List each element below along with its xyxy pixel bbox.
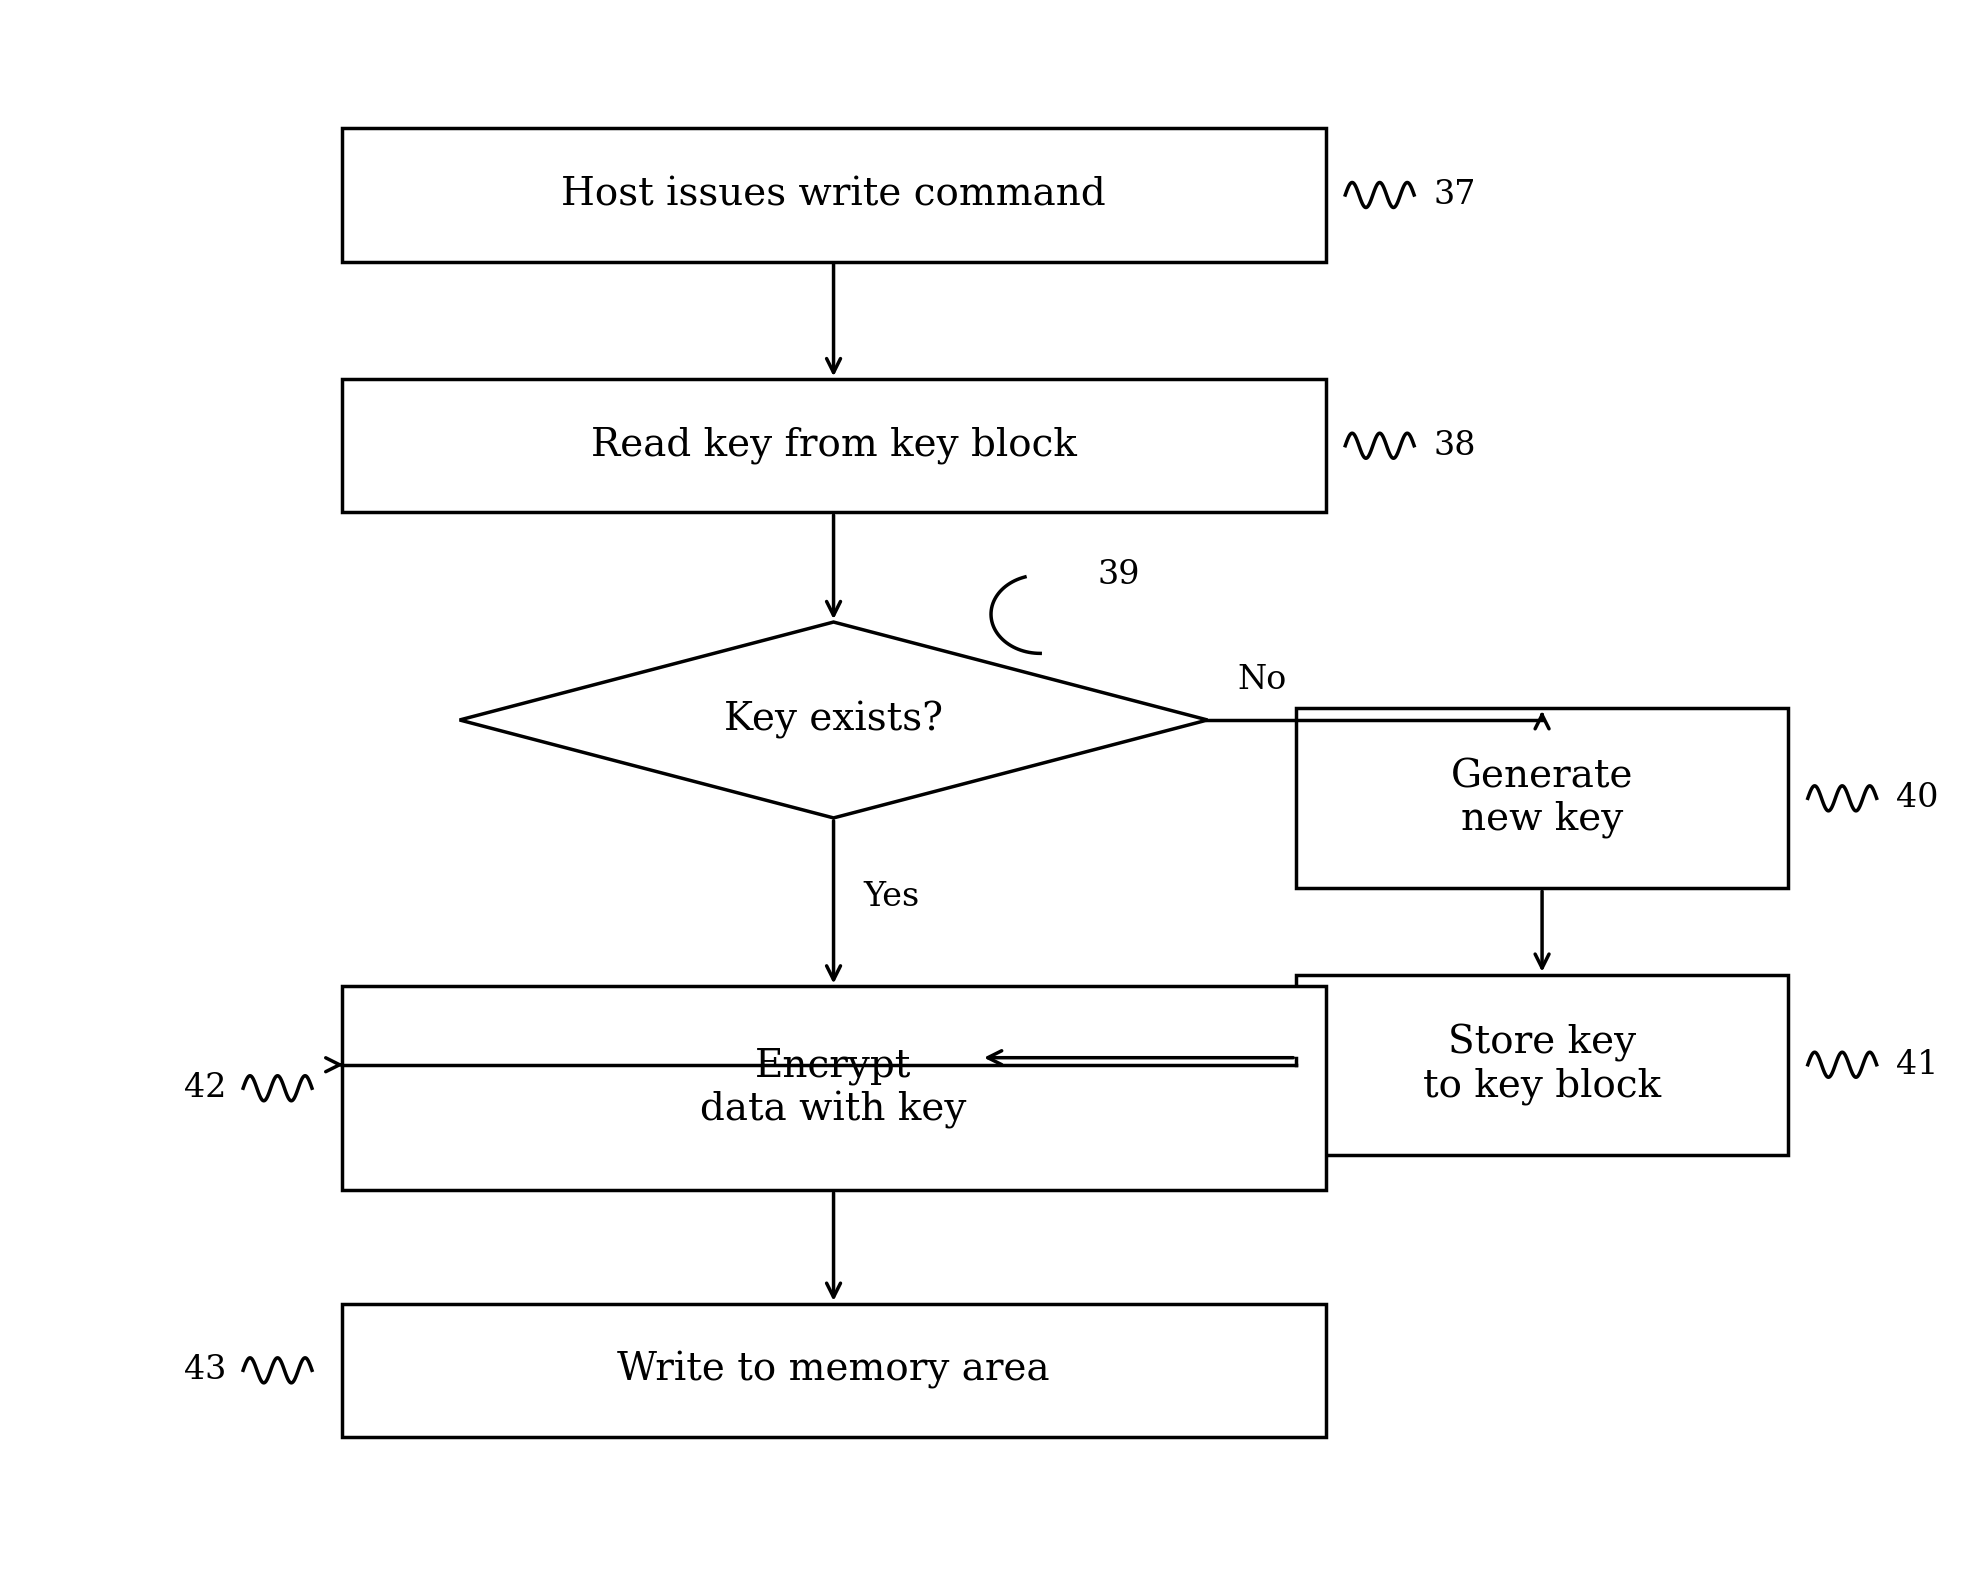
Bar — [341, 128, 1326, 261]
Text: Read key from key block: Read key from key block — [591, 427, 1076, 465]
Text: 42: 42 — [184, 1072, 226, 1104]
Text: Key exists?: Key exists? — [723, 700, 943, 738]
Text: Yes: Yes — [862, 881, 920, 912]
Text: Store key
to key block: Store key to key block — [1423, 1024, 1661, 1105]
Text: 38: 38 — [1433, 430, 1477, 462]
Bar — [341, 1304, 1326, 1437]
Text: 39: 39 — [1098, 558, 1140, 591]
Bar — [341, 987, 1326, 1190]
Bar — [341, 379, 1326, 512]
Text: 41: 41 — [1897, 1048, 1938, 1081]
Polygon shape — [460, 621, 1207, 817]
Text: Encrypt
data with key: Encrypt data with key — [700, 1048, 967, 1129]
Text: Generate
new key: Generate new key — [1451, 759, 1633, 838]
Text: Write to memory area: Write to memory area — [616, 1352, 1050, 1390]
Bar — [1296, 974, 1788, 1154]
Text: 37: 37 — [1433, 179, 1477, 210]
Text: Host issues write command: Host issues write command — [561, 177, 1106, 213]
Text: 40: 40 — [1897, 783, 1938, 814]
Text: No: No — [1237, 664, 1286, 697]
Bar — [1296, 708, 1788, 889]
Text: 43: 43 — [184, 1355, 226, 1387]
